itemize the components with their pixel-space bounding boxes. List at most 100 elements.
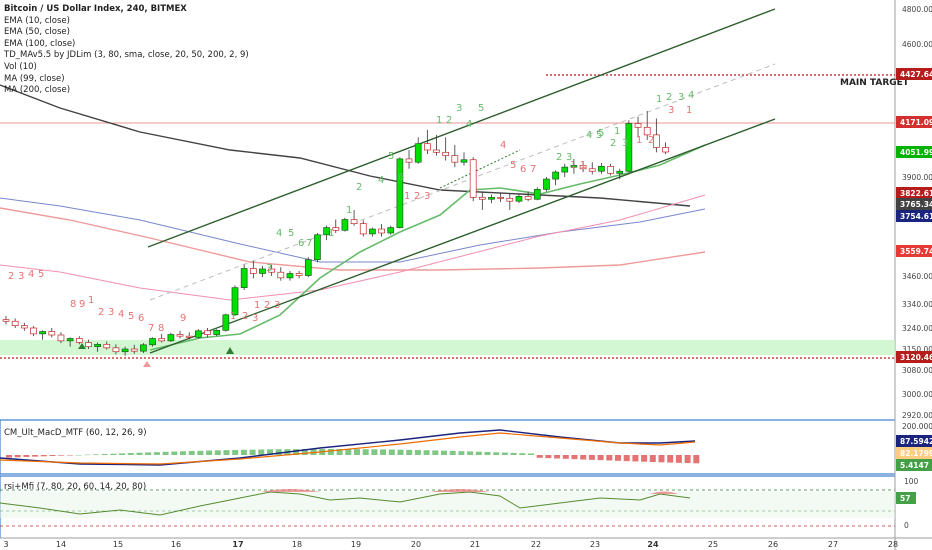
- x-tick-label: 22: [531, 540, 541, 549]
- price-label-text: 3120.46: [900, 353, 932, 362]
- td-green-label: 4: [688, 90, 694, 101]
- candle-body: [332, 227, 340, 231]
- macd-histogram-bar: [641, 455, 648, 462]
- macd-histogram-bar: [519, 453, 526, 455]
- x-tick-label: 25: [708, 540, 718, 549]
- macd-histogram-bar: [493, 452, 500, 455]
- candle-body: [533, 189, 541, 200]
- candle-body: [213, 329, 221, 335]
- x-tick-label: 26: [768, 540, 778, 549]
- rsi-value-text: 57: [900, 494, 910, 503]
- macd-histogram-bar: [580, 455, 587, 460]
- macd-histogram-bar: [223, 450, 230, 455]
- y-tick-label: 2920.00: [902, 411, 932, 420]
- candle-body: [222, 314, 230, 331]
- y-tick-label: 3000.00: [902, 390, 932, 399]
- candle-body: [259, 268, 266, 274]
- td-red-label: 6: [138, 313, 144, 324]
- macd-histogram-bar: [475, 451, 482, 455]
- candle-body: [469, 159, 477, 198]
- td-green-label: 2: [356, 182, 362, 193]
- macd-histogram-bar: [345, 449, 352, 455]
- td-red-label: 5: [128, 311, 134, 322]
- macd-histogram-bar: [536, 455, 543, 458]
- td-green-label: 2: [666, 92, 672, 103]
- td-red-label: 3: [18, 271, 24, 282]
- macd-histogram-bar: [293, 449, 300, 455]
- macd-value-box: [896, 447, 932, 459]
- macd-histogram-bar: [467, 451, 474, 455]
- price-label-box: [896, 210, 932, 222]
- macd-histogram-bar: [240, 449, 247, 455]
- macd-histogram-bar: [362, 449, 369, 455]
- macd-histogram-bar: [597, 455, 604, 461]
- price-label-text: 3765.34: [900, 200, 932, 209]
- candle-body: [57, 334, 65, 342]
- macd-histogram-bar: [388, 449, 395, 455]
- y-tick-label: 3900.00: [902, 173, 932, 182]
- candle-body: [570, 165, 578, 168]
- candle-body: [195, 330, 202, 338]
- price-label-text: 3754.61: [900, 212, 932, 221]
- ema10-line: [149, 144, 706, 351]
- td-red-label: 9: [79, 299, 85, 310]
- y-tick-label: 3080.00: [902, 366, 932, 375]
- y-tick-label: 3460.00: [902, 272, 932, 281]
- td-green-label: 6: [298, 238, 304, 249]
- price-label-text: 3559.74: [900, 247, 932, 256]
- td-red-label: 1: [254, 300, 260, 311]
- candle-body: [378, 228, 385, 234]
- indicator-ema50: EMA (50, close): [4, 27, 70, 38]
- macd-histogram-bar: [301, 449, 308, 455]
- candle-body: [249, 268, 257, 274]
- rsi-band: [0, 492, 895, 518]
- macd-value-box: [896, 459, 932, 471]
- price-label-text: 4171.09: [900, 118, 932, 127]
- td-green-label: 1: [656, 94, 662, 105]
- macd-histogram-bar: [75, 455, 82, 456]
- indicator-ema100: EMA (100, close): [4, 38, 76, 49]
- price-label-text: 4051.99: [900, 148, 932, 157]
- candle-body: [543, 178, 550, 190]
- td-green-label: 2: [556, 152, 562, 163]
- macd-histogram-bar: [336, 449, 343, 455]
- price-label-text: 3822.61: [900, 189, 932, 198]
- macd-histogram-bar: [510, 452, 517, 455]
- candle-body: [158, 338, 166, 342]
- channel-mid: [149, 63, 776, 301]
- td-red-label: 2: [414, 191, 420, 202]
- candle-body: [20, 325, 28, 329]
- macd-histogram-bar: [40, 455, 47, 457]
- price-label-box: [896, 116, 932, 128]
- macd-histogram-bar: [528, 453, 534, 455]
- macd-histogram-bar: [101, 454, 108, 455]
- macd-histogram-bar: [667, 455, 674, 463]
- candle-body: [598, 165, 605, 172]
- td-red-label: 3: [668, 105, 674, 116]
- candle-body: [231, 287, 239, 316]
- td-red-label: 1: [580, 160, 586, 171]
- x-tick-label: 28: [888, 540, 898, 549]
- ma200-line: [0, 207, 706, 271]
- candle-body: [369, 228, 376, 235]
- macd-histogram-bar: [275, 449, 282, 455]
- candle-body: [286, 273, 294, 279]
- macd-histogram-bar: [197, 450, 204, 455]
- macd-histogram-bar: [501, 452, 508, 455]
- td-red-label: 4: [118, 309, 124, 320]
- indicator-ma200: MA (200, close): [4, 85, 71, 96]
- td-green-label: 4: [276, 228, 282, 239]
- macd-histogram-bar: [84, 454, 91, 456]
- rsi-overbought-area: [650, 491, 678, 494]
- macd-tick-label: 200.0000: [902, 422, 932, 431]
- candle-body: [323, 227, 330, 236]
- candle-body: [140, 344, 147, 352]
- buy-arrow-icon: [226, 347, 234, 354]
- macd-histogram-bar: [484, 451, 491, 455]
- candle-body: [478, 196, 486, 200]
- macd-histogram-bar: [267, 449, 273, 455]
- candle-body: [341, 219, 349, 231]
- x-tick-label: 23: [590, 540, 600, 549]
- macd-title: CM_Ult_MacD_MTF (60, 12, 26, 9): [4, 428, 147, 438]
